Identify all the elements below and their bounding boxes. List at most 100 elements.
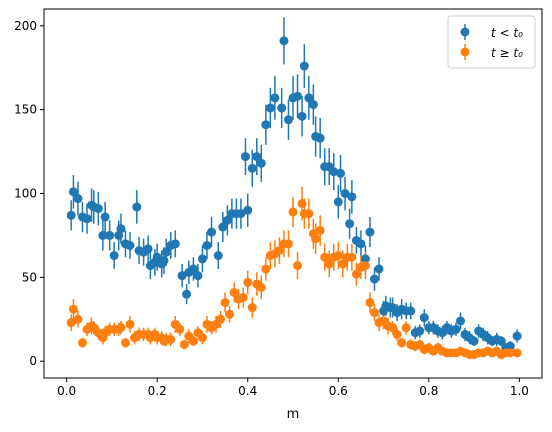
data-point-series-1 <box>512 348 522 358</box>
data-point-series-1 <box>197 333 207 343</box>
y-axis: 0 50 100 150 200 <box>14 19 44 368</box>
legend: t < t₀ t ≥ t₀ <box>447 15 536 69</box>
data-point-series-0 <box>202 240 212 250</box>
data-point-series-0 <box>161 247 171 257</box>
data-point-series-0 <box>188 264 198 274</box>
data-point-series-1 <box>166 334 176 344</box>
data-point-series-0 <box>299 61 309 71</box>
legend-marker-icon <box>460 27 470 37</box>
y-tick-label: 100 <box>14 187 37 201</box>
data-point-series-1 <box>125 319 135 329</box>
data-point-series-1 <box>505 348 515 358</box>
data-point-series-1 <box>243 277 253 287</box>
data-point-series-1 <box>369 308 379 318</box>
legend-label: t ≥ t₀ <box>491 46 523 60</box>
data-point-series-1 <box>256 282 266 292</box>
data-point-series-1 <box>229 287 239 297</box>
data-point-series-1 <box>220 298 230 308</box>
data-point-series-0 <box>125 240 135 250</box>
data-point-series-0 <box>347 192 357 202</box>
data-point-series-1 <box>188 336 198 346</box>
y-tick-label: 50 <box>22 270 37 284</box>
x-tick-label: 0.4 <box>238 384 257 398</box>
data-point-series-0 <box>451 324 461 334</box>
data-point-series-0 <box>243 205 253 215</box>
data-point-series-0 <box>297 111 307 121</box>
data-point-series-0 <box>456 316 466 326</box>
data-point-series-1 <box>297 199 307 209</box>
data-point-series-0 <box>369 274 379 284</box>
data-point-series-1 <box>401 323 411 333</box>
legend-label: t < t₀ <box>491 26 523 40</box>
data-point-series-0 <box>308 100 318 110</box>
data-point-series-0 <box>315 133 325 143</box>
data-point-series-1 <box>360 261 370 271</box>
legend-marker-icon <box>460 47 470 57</box>
data-point-series-1 <box>293 261 303 271</box>
data-point-series-0 <box>82 214 92 224</box>
data-point-series-0 <box>213 251 223 261</box>
data-point-series-0 <box>270 93 280 103</box>
legend-item-1: t ≥ t₀ <box>460 44 523 60</box>
data-point-series-0 <box>365 227 375 237</box>
data-point-series-0 <box>182 289 192 299</box>
legend-box <box>447 15 536 69</box>
x-tick-label: 0.2 <box>148 384 167 398</box>
data-point-series-1 <box>388 323 398 333</box>
data-point-series-0 <box>415 326 425 336</box>
data-point-series-0 <box>143 244 153 254</box>
data-point-series-1 <box>274 246 284 256</box>
y-tick-label: 200 <box>14 19 37 33</box>
data-point-series-0 <box>170 239 180 249</box>
data-point-series-0 <box>336 168 346 178</box>
data-point-series-1 <box>73 314 83 324</box>
data-point-series-0 <box>109 251 119 261</box>
data-point-series-0 <box>360 254 370 264</box>
data-point-series-0 <box>207 227 217 237</box>
data-point-series-1 <box>365 298 375 308</box>
data-point-series-0 <box>159 256 169 266</box>
data-point-series-1 <box>315 225 325 235</box>
data-point-series-1 <box>120 338 130 348</box>
data-point-series-0 <box>247 163 257 173</box>
data-point-series-1 <box>320 252 330 262</box>
data-point-series-0 <box>256 158 266 168</box>
x-axis: 0.0 0.2 0.4 0.6 0.8 1.0 <box>57 378 529 398</box>
data-point-series-0 <box>419 313 429 323</box>
data-point-series-0 <box>277 103 287 113</box>
data-point-series-1 <box>397 338 407 348</box>
data-point-series-1 <box>351 269 361 279</box>
data-markers <box>66 36 522 360</box>
data-point-series-0 <box>469 336 479 346</box>
data-point-series-1 <box>179 339 189 349</box>
data-point-series-0 <box>93 204 103 214</box>
x-tick-label: 1.0 <box>510 384 529 398</box>
data-point-series-1 <box>238 292 248 302</box>
data-point-series-0 <box>293 91 303 101</box>
data-point-series-1 <box>304 209 314 219</box>
x-tick-label: 0.8 <box>419 384 438 398</box>
data-point-series-0 <box>73 194 83 204</box>
data-point-series-0 <box>345 219 355 229</box>
data-point-series-0 <box>222 215 232 225</box>
data-point-series-0 <box>283 115 293 125</box>
data-point-series-0 <box>374 264 384 274</box>
data-point-series-0 <box>100 212 110 222</box>
data-point-series-0 <box>279 36 289 46</box>
data-point-series-1 <box>116 323 126 333</box>
x-tick-label: 0.6 <box>329 384 348 398</box>
data-point-series-0 <box>152 252 162 262</box>
x-axis-label: m <box>287 407 300 422</box>
data-point-series-1 <box>175 324 185 334</box>
data-point-series-1 <box>261 264 271 274</box>
data-point-series-0 <box>340 189 350 198</box>
data-point-series-1 <box>77 338 87 348</box>
data-point-series-1 <box>247 303 257 313</box>
y-tick-label: 150 <box>14 103 37 117</box>
data-point-series-0 <box>66 210 76 220</box>
data-point-series-0 <box>356 239 366 249</box>
data-point-series-0 <box>240 152 250 162</box>
data-point-series-0 <box>236 209 246 219</box>
data-point-series-0 <box>265 103 275 113</box>
x-tick-label: 0.0 <box>57 384 76 398</box>
